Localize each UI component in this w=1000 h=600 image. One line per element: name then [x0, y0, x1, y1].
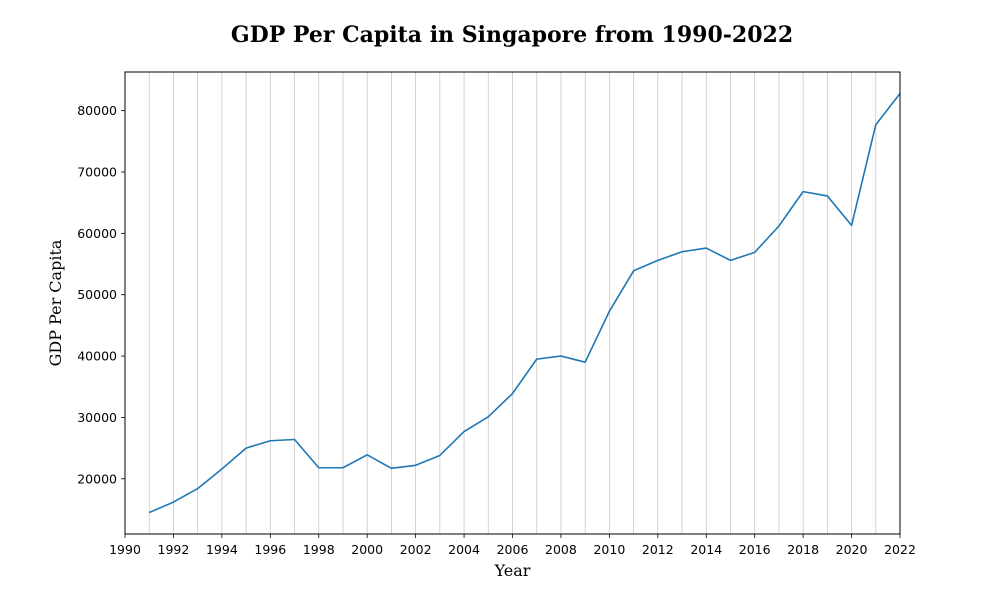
x-tick-label: 2020	[836, 542, 868, 557]
y-tick-label: 20000	[77, 471, 117, 486]
x-tick-label: 1992	[158, 542, 190, 557]
y-tick-label: 30000	[77, 410, 117, 425]
x-tick-label: 2004	[448, 542, 480, 557]
x-tick-label: 2016	[739, 542, 771, 557]
x-tick-label: 2018	[787, 542, 819, 557]
y-tick-label: 50000	[77, 287, 117, 302]
series-line	[148, 92, 901, 514]
y-axis-label: GDP Per Capita	[46, 239, 65, 366]
x-tick-label: 2000	[351, 542, 383, 557]
x-tick-label: 2014	[690, 542, 722, 557]
x-tick-label: 2002	[400, 542, 432, 557]
x-tick-label: 1990	[109, 542, 141, 557]
x-axis-label: Year	[494, 561, 531, 580]
x-axis-ticks: 1990 1992 1994 1996 1998 2000 2002 2004 2006 2008…	[109, 534, 916, 557]
x-tick-label: 2012	[642, 542, 674, 557]
x-tick-label: 1994	[206, 542, 238, 557]
series-line-group	[148, 92, 901, 514]
x-tick-label: 2022	[884, 542, 916, 557]
x-tick-label: 1996	[254, 542, 286, 557]
y-tick-label: 80000	[77, 103, 117, 118]
x-tick-label: 2010	[593, 542, 625, 557]
y-tick-label: 40000	[77, 349, 117, 364]
x-tick-label: 2006	[497, 542, 529, 557]
chart-title: GDP Per Capita in Singapore from 1990-20…	[230, 22, 794, 48]
y-tick-label: 60000	[77, 226, 117, 241]
y-axis-ticks: 20000 30000 40000 50000 60000 70000 80000	[77, 103, 125, 486]
x-tick-label: 2008	[545, 542, 577, 557]
y-tick-label: 70000	[77, 165, 117, 180]
x-tick-label: 1998	[303, 542, 335, 557]
grid-lines	[148, 72, 877, 534]
